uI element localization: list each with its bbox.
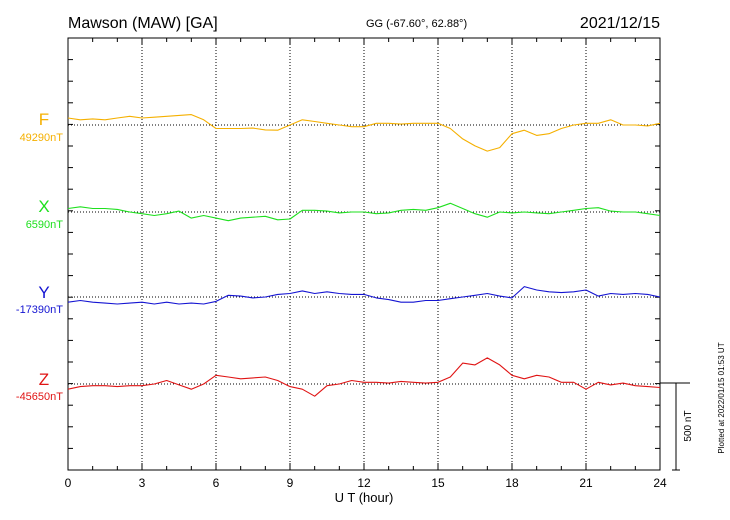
series-line-z bbox=[67, 357, 661, 397]
x-tick-label: 18 bbox=[505, 476, 519, 490]
x-tick-label: 15 bbox=[431, 476, 445, 490]
baseline-label-y: -17390nT bbox=[16, 304, 63, 316]
baseline-label-z: -45650nT bbox=[16, 391, 63, 403]
x-tick-label: 12 bbox=[357, 476, 371, 490]
x-tick-label: 6 bbox=[213, 476, 220, 490]
x-tick-label: 0 bbox=[65, 476, 72, 490]
grid-lines bbox=[141, 38, 587, 470]
date-label: 2021/12/15 bbox=[580, 15, 660, 32]
series-name-z: Z bbox=[39, 370, 49, 389]
series-line-f bbox=[67, 114, 661, 152]
x-tick-label: 9 bbox=[287, 476, 294, 490]
scale-bar-label: 500 nT bbox=[683, 410, 694, 441]
series-layer: F 49290nT X 6590nT Y -17390nT Z -45650nT bbox=[16, 110, 661, 403]
baseline-label-x: 6590nT bbox=[26, 219, 64, 231]
series-name-f: F bbox=[39, 110, 49, 129]
x-tick-labels: 0 3 6 9 12 15 18 21 24 bbox=[65, 476, 667, 490]
scale-bar: 500 nT bbox=[660, 382, 694, 471]
x-axis-label: U T (hour) bbox=[335, 490, 394, 505]
series-name-x: X bbox=[38, 197, 49, 216]
series-line-x bbox=[67, 202, 661, 222]
frame-ticks bbox=[67, 38, 661, 470]
plotted-timestamp: Plotted at 2022/01/15 01:53 UT bbox=[717, 342, 726, 453]
coordinates-label: GG (-67.60°, 62.88°) bbox=[366, 18, 467, 30]
series-name-y: Y bbox=[38, 283, 49, 302]
baseline-label-f: 49290nT bbox=[20, 132, 64, 144]
station-title: Mawson (MAW) [GA] bbox=[68, 15, 218, 32]
x-tick-label: 21 bbox=[579, 476, 593, 490]
x-tick-label: 24 bbox=[653, 476, 667, 490]
series-line-y bbox=[67, 286, 661, 305]
x-tick-label: 3 bbox=[139, 476, 146, 490]
